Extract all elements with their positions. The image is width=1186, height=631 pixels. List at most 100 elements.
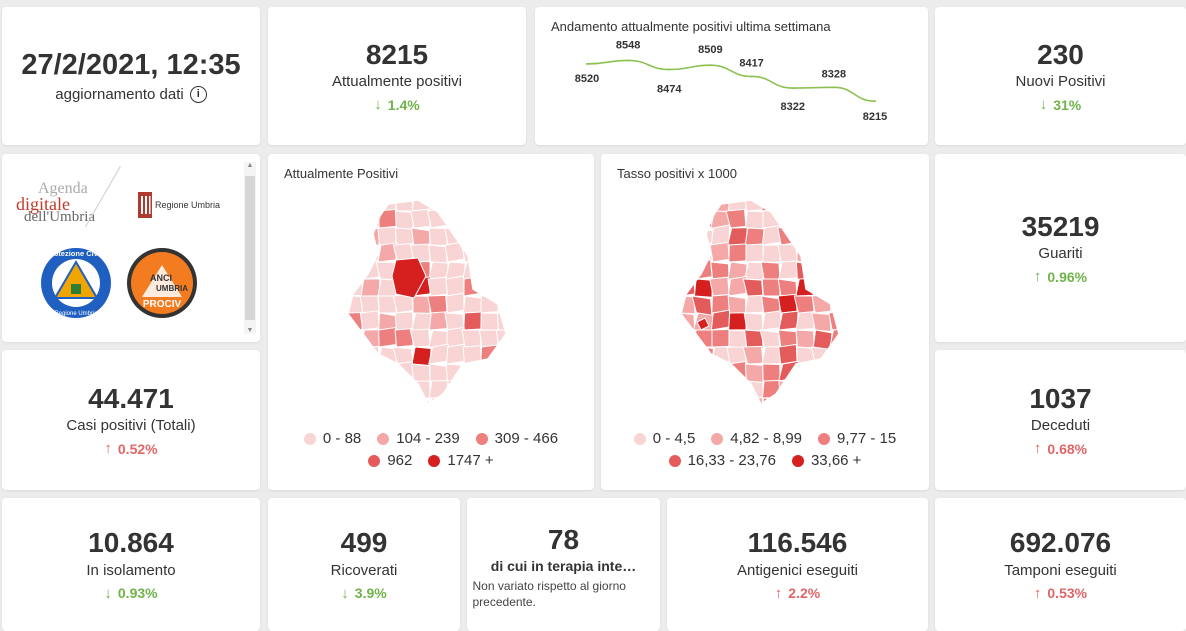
municipality[interactable] (515, 278, 533, 296)
municipality[interactable] (480, 414, 498, 424)
scroll-up-icon[interactable]: ▲ (246, 162, 254, 169)
municipality[interactable] (693, 397, 714, 415)
municipality[interactable] (761, 346, 782, 365)
municipality[interactable] (742, 278, 764, 298)
municipality[interactable] (847, 363, 867, 381)
municipality[interactable] (658, 347, 678, 365)
municipality[interactable] (848, 398, 865, 416)
municipality[interactable] (691, 194, 713, 212)
municipality[interactable] (778, 210, 799, 229)
trend-point[interactable] (627, 59, 630, 62)
municipality[interactable] (661, 194, 678, 213)
municipality[interactable] (811, 227, 834, 246)
municipality[interactable] (845, 296, 865, 313)
municipality[interactable] (812, 194, 832, 214)
municipality[interactable] (847, 379, 866, 398)
municipality[interactable] (677, 396, 696, 415)
municipality[interactable] (480, 261, 499, 281)
legend-item[interactable]: 309 - 466 (475, 430, 558, 447)
municipality[interactable] (678, 260, 696, 280)
municipality[interactable] (761, 412, 780, 424)
municipality[interactable] (710, 397, 730, 416)
municipality[interactable] (676, 415, 695, 424)
municipality[interactable] (327, 209, 345, 228)
municipality[interactable] (659, 378, 678, 398)
legend-item[interactable]: 1747 + (428, 452, 494, 469)
municipality[interactable] (727, 227, 748, 246)
municipality[interactable] (762, 244, 781, 263)
municipality[interactable] (794, 394, 817, 415)
municipality[interactable] (327, 328, 345, 347)
municipality[interactable] (811, 293, 832, 314)
municipality[interactable] (429, 415, 447, 424)
municipality[interactable] (376, 362, 397, 382)
municipality[interactable] (427, 294, 448, 314)
municipality[interactable] (778, 260, 799, 280)
municipality[interactable] (829, 227, 848, 249)
municipality[interactable] (328, 261, 346, 279)
municipality[interactable] (514, 415, 532, 424)
municipality[interactable] (444, 241, 465, 263)
municipality[interactable] (810, 363, 832, 382)
municipality[interactable] (445, 394, 466, 415)
trend-point[interactable] (832, 86, 835, 89)
municipality[interactable] (660, 209, 678, 228)
municipality[interactable] (362, 412, 379, 424)
municipality[interactable] (676, 194, 696, 214)
municipality[interactable] (495, 295, 515, 315)
municipality[interactable] (479, 194, 499, 212)
municipality[interactable] (847, 242, 865, 262)
municipality[interactable] (710, 309, 731, 331)
municipality[interactable] (796, 415, 815, 424)
municipality[interactable] (479, 394, 499, 415)
municipality[interactable] (378, 395, 397, 415)
municipality[interactable] (676, 380, 696, 401)
municipality[interactable] (462, 210, 482, 229)
municipality[interactable] (409, 328, 431, 348)
municipality[interactable] (393, 397, 415, 416)
municipality[interactable] (378, 208, 397, 229)
municipality[interactable] (660, 415, 679, 424)
municipality[interactable] (828, 379, 848, 399)
municipality[interactable] (460, 397, 482, 416)
municipality[interactable] (661, 260, 678, 279)
municipality[interactable] (710, 261, 730, 282)
municipality[interactable] (659, 398, 678, 416)
municipality[interactable] (677, 346, 697, 368)
municipality[interactable] (811, 312, 832, 333)
municipality[interactable] (515, 262, 533, 281)
municipality[interactable] (812, 277, 833, 297)
trend-point[interactable] (791, 87, 794, 90)
municipality[interactable] (828, 310, 848, 331)
municipality[interactable] (847, 313, 865, 331)
municipality[interactable] (744, 227, 765, 247)
municipality[interactable] (744, 294, 765, 314)
municipality[interactable] (778, 343, 798, 365)
municipality[interactable] (360, 208, 381, 229)
trend-point[interactable] (874, 100, 876, 103)
municipality[interactable] (795, 363, 815, 382)
municipality[interactable] (515, 328, 532, 347)
municipality[interactable] (327, 379, 345, 398)
municipality[interactable] (760, 261, 781, 281)
municipality[interactable] (829, 327, 849, 348)
municipality[interactable] (846, 330, 865, 348)
municipality[interactable] (361, 227, 380, 246)
scroll-down-icon[interactable]: ▼ (246, 327, 254, 334)
municipality[interactable] (427, 276, 448, 297)
municipality[interactable] (829, 346, 848, 367)
municipality[interactable] (678, 329, 696, 348)
municipality[interactable] (480, 312, 499, 331)
municipality[interactable] (776, 194, 798, 212)
municipality[interactable] (326, 295, 345, 313)
municipality[interactable] (744, 329, 764, 349)
municipality[interactable] (328, 415, 345, 424)
municipality[interactable] (762, 363, 781, 382)
municipality[interactable] (660, 361, 678, 381)
municipality[interactable] (744, 210, 765, 230)
municipality[interactable] (514, 381, 532, 400)
municipality[interactable] (513, 296, 532, 314)
municipality[interactable] (830, 210, 848, 231)
municipality[interactable] (445, 377, 466, 399)
municipality[interactable] (515, 362, 532, 381)
